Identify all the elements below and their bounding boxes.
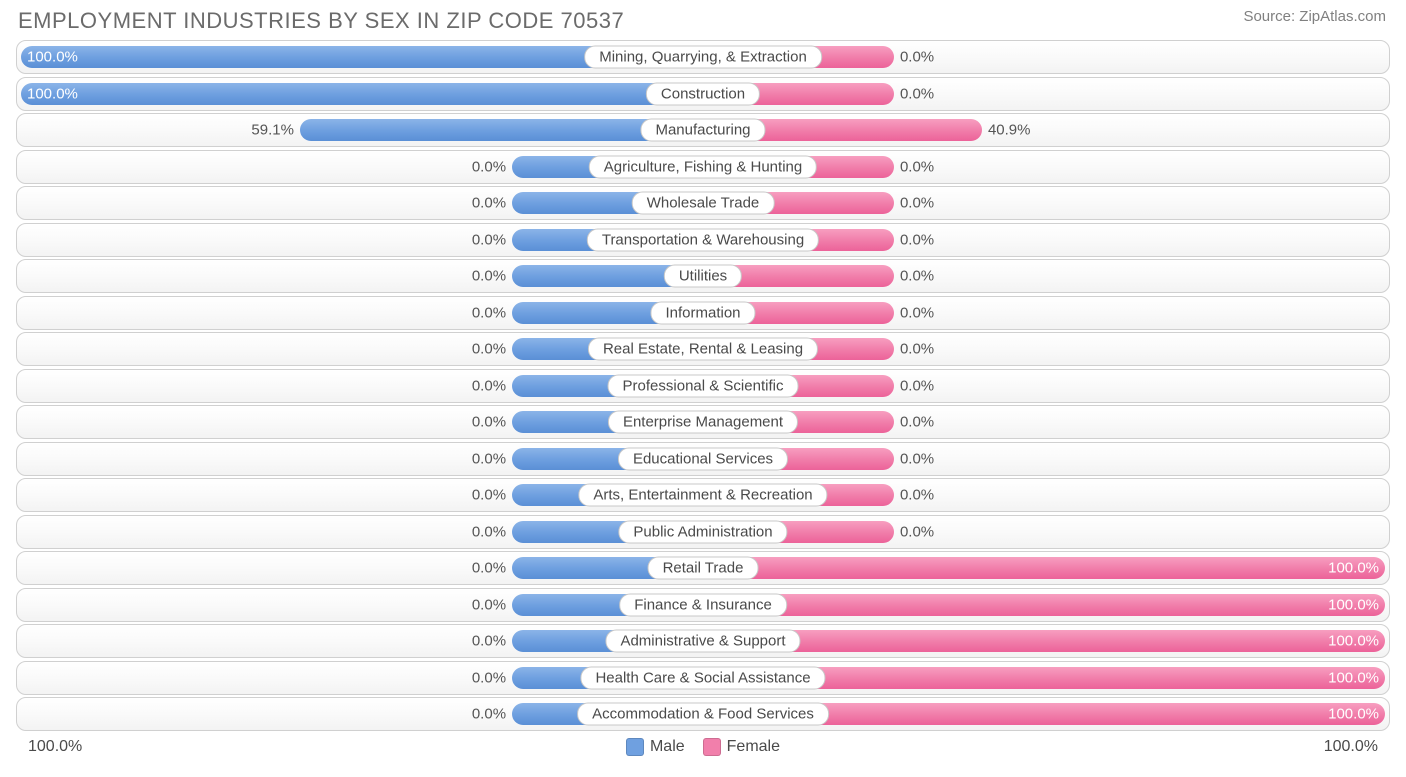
legend-item-male: Male <box>626 738 685 756</box>
bar-female <box>703 630 1385 652</box>
value-female: 100.0% <box>1328 633 1379 650</box>
chart-container: EMPLOYMENT INDUSTRIES BY SEX IN ZIP CODE… <box>0 0 1406 764</box>
category-label: Utilities <box>664 265 742 288</box>
chart-row: 0.0% 0.0% Agriculture, Fishing & Hunting <box>16 150 1390 184</box>
value-female: 40.9% <box>988 122 1031 139</box>
chart-row: 0.0% 0.0% Enterprise Management <box>16 405 1390 439</box>
chart-row: 0.0% 0.0% Utilities <box>16 259 1390 293</box>
category-label: Construction <box>646 82 760 105</box>
value-male: 0.0% <box>472 633 506 650</box>
value-female: 100.0% <box>1328 706 1379 723</box>
value-female: 0.0% <box>900 231 934 248</box>
legend-item-female: Female <box>703 738 780 756</box>
value-female: 0.0% <box>900 523 934 540</box>
value-male: 0.0% <box>472 560 506 577</box>
category-label: Accommodation & Food Services <box>577 703 829 726</box>
chart-row: 0.0% 0.0% Transportation & Warehousing <box>16 223 1390 257</box>
value-female: 0.0% <box>900 450 934 467</box>
legend: Male Female <box>82 738 1323 756</box>
chart-row: 0.0% 0.0% Arts, Entertainment & Recreation <box>16 478 1390 512</box>
value-male: 0.0% <box>472 304 506 321</box>
value-male: 0.0% <box>472 669 506 686</box>
legend-label-male: Male <box>650 738 685 756</box>
chart-row: 0.0% 0.0% Wholesale Trade <box>16 186 1390 220</box>
chart-row: 59.1% 40.9% Manufacturing <box>16 113 1390 147</box>
value-male: 0.0% <box>472 706 506 723</box>
category-label: Agriculture, Fishing & Hunting <box>589 155 817 178</box>
chart-row: 0.0% 100.0% Health Care & Social Assistanc… <box>16 661 1390 695</box>
value-female: 0.0% <box>900 49 934 66</box>
value-female: 0.0% <box>900 414 934 431</box>
value-female: 0.0% <box>900 377 934 394</box>
category-label: Educational Services <box>618 447 788 470</box>
value-male: 100.0% <box>27 49 78 66</box>
category-label: Wholesale Trade <box>632 192 775 215</box>
category-label: Administrative & Support <box>605 630 800 653</box>
chart-row: 0.0% 0.0% Information <box>16 296 1390 330</box>
value-male: 0.0% <box>472 377 506 394</box>
category-label: Health Care & Social Assistance <box>580 666 825 689</box>
legend-swatch-male <box>626 738 644 756</box>
value-male: 0.0% <box>472 523 506 540</box>
category-label: Retail Trade <box>648 557 759 580</box>
value-male: 0.0% <box>472 596 506 613</box>
bar-female <box>703 557 1385 579</box>
value-female: 0.0% <box>900 85 934 102</box>
chart-row: 0.0% 0.0% Professional & Scientific <box>16 369 1390 403</box>
category-label: Professional & Scientific <box>608 374 799 397</box>
value-female: 0.0% <box>900 341 934 358</box>
value-male: 0.0% <box>472 487 506 504</box>
chart-title: EMPLOYMENT INDUSTRIES BY SEX IN ZIP CODE… <box>18 8 624 34</box>
bar-female <box>703 594 1385 616</box>
value-male: 0.0% <box>472 195 506 212</box>
chart-row: 0.0% 0.0% Real Estate, Rental & Leasing <box>16 332 1390 366</box>
value-female: 0.0% <box>900 487 934 504</box>
value-male: 0.0% <box>472 414 506 431</box>
chart-row: 0.0% 100.0% Accommodation & Food Services <box>16 697 1390 731</box>
legend-label-female: Female <box>727 738 780 756</box>
value-female: 0.0% <box>900 158 934 175</box>
chart-row: 0.0% 0.0% Public Administration <box>16 515 1390 549</box>
legend-swatch-female <box>703 738 721 756</box>
axis-label-left: 100.0% <box>28 738 82 756</box>
category-label: Real Estate, Rental & Leasing <box>588 338 818 361</box>
chart-row: 0.0% 100.0% Administrative & Support <box>16 624 1390 658</box>
value-female: 100.0% <box>1328 669 1379 686</box>
category-label: Transportation & Warehousing <box>587 228 819 251</box>
value-female: 100.0% <box>1328 560 1379 577</box>
value-female: 100.0% <box>1328 596 1379 613</box>
category-label: Finance & Insurance <box>619 593 787 616</box>
chart-header: EMPLOYMENT INDUSTRIES BY SEX IN ZIP CODE… <box>0 0 1406 40</box>
chart-row: 0.0% 100.0% Finance & Insurance <box>16 588 1390 622</box>
value-female: 0.0% <box>900 195 934 212</box>
chart-row: 100.0% 0.0% Mining, Quarrying, & Extractio… <box>16 40 1390 74</box>
category-label: Enterprise Management <box>608 411 798 434</box>
category-label: Arts, Entertainment & Recreation <box>578 484 827 507</box>
category-label: Mining, Quarrying, & Extraction <box>584 46 822 69</box>
axis-label-right: 100.0% <box>1324 738 1378 756</box>
chart-row: 100.0% 0.0% Construction <box>16 77 1390 111</box>
value-male: 0.0% <box>472 231 506 248</box>
value-male: 0.0% <box>472 341 506 358</box>
chart-row: 0.0% 0.0% Educational Services <box>16 442 1390 476</box>
value-male: 100.0% <box>27 85 78 102</box>
category-label: Information <box>650 301 755 324</box>
value-female: 0.0% <box>900 268 934 285</box>
value-male: 0.0% <box>472 450 506 467</box>
category-label: Manufacturing <box>640 119 765 142</box>
chart-source: Source: ZipAtlas.com <box>1243 8 1386 25</box>
value-male: 0.0% <box>472 158 506 175</box>
chart-footer: 100.0% Male Female 100.0% <box>0 734 1406 764</box>
bar-male <box>21 83 703 105</box>
value-male: 0.0% <box>472 268 506 285</box>
value-female: 0.0% <box>900 304 934 321</box>
category-label: Public Administration <box>618 520 787 543</box>
value-male: 59.1% <box>251 122 294 139</box>
chart-row: 0.0% 100.0% Retail Trade <box>16 551 1390 585</box>
chart-rows: 100.0% 0.0% Mining, Quarrying, & Extractio… <box>0 40 1406 731</box>
